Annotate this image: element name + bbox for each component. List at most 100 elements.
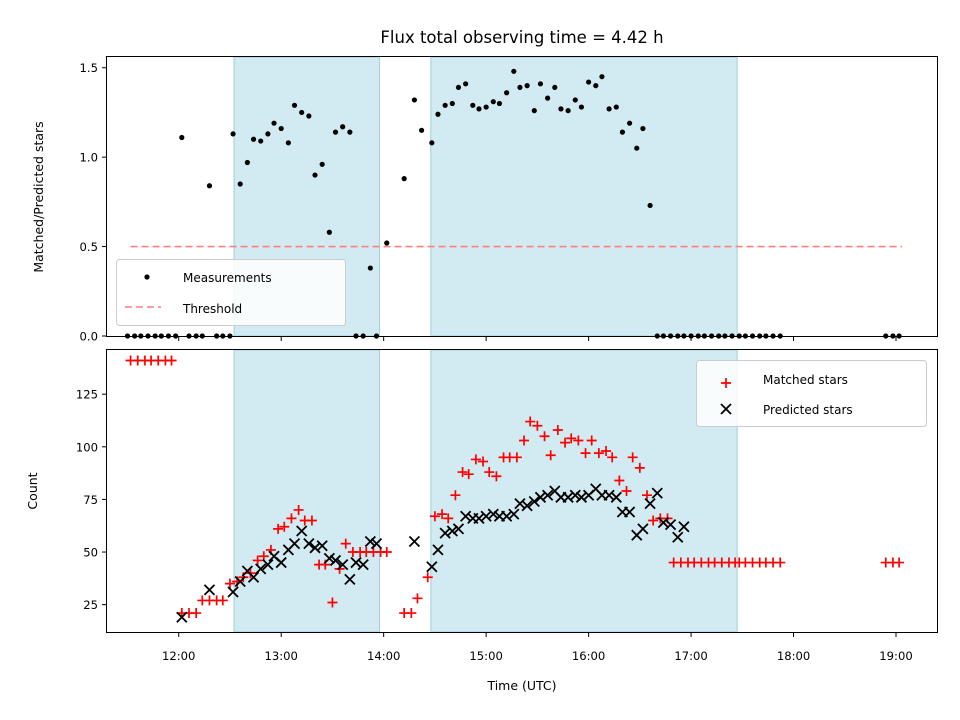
matched-star-point (775, 557, 786, 568)
measurement-point (593, 83, 599, 89)
measurement-point (483, 104, 489, 110)
predicted-star-point (508, 508, 520, 520)
matched-star-point (457, 467, 468, 478)
predicted-star-point (460, 510, 472, 522)
predicted-star-point (500, 510, 513, 522)
measurement-point (278, 125, 284, 132)
predicted-star-point (344, 573, 356, 586)
measurement-point (545, 95, 551, 101)
matched-star-point (450, 490, 461, 501)
matched-star-point (894, 557, 905, 568)
measurement-point (476, 106, 482, 112)
xtick-label-3: 15:00 (469, 649, 502, 663)
measurement-point (319, 161, 325, 167)
measurement-point (606, 106, 612, 112)
matched-star-point (429, 511, 440, 522)
ratio-panel-yticks: 0.0 0.5 1.0 1.5 (80, 61, 107, 344)
matched-star-point (634, 462, 645, 473)
measurement-point (490, 99, 496, 105)
predicted-star-point (637, 523, 649, 535)
predicted-star-point (678, 521, 690, 533)
matched-star-point (191, 608, 202, 619)
measurement-point (504, 90, 510, 96)
measurement-point (271, 120, 277, 126)
measurement-point (442, 102, 448, 108)
measurement-point (265, 131, 271, 137)
count-ytick-label-0: 25 (83, 598, 98, 612)
measurement-point (619, 129, 626, 135)
matched-star-point (642, 490, 653, 501)
measurement-point (599, 74, 605, 80)
predicted-star-point (370, 537, 383, 550)
predicted-star-point (426, 561, 438, 573)
xtick-label-5: 17:00 (674, 649, 707, 663)
count-panel: 25 50 75 100 125 12:00 13:00 14:00 15:00 16:00 17… (25, 349, 938, 663)
matched-star-point (539, 431, 550, 442)
ratio-panel-ylabel: Matched/Predicted stars (31, 121, 46, 272)
measurement-point (285, 140, 291, 146)
measurement-point (537, 81, 544, 87)
ratio-ytick-label-3: 1.5 (80, 61, 98, 75)
measurement-point (634, 145, 640, 151)
predicted-star-point (316, 540, 328, 552)
measurement-point (401, 176, 407, 182)
count-panel-frame (106, 349, 938, 633)
predicted-star-point (657, 516, 670, 529)
matched-star-point (273, 523, 284, 534)
matched-star-point (470, 454, 481, 465)
predicted-star-point (303, 537, 315, 550)
xtick-label-6: 18:00 (777, 649, 810, 663)
measurement-point (496, 100, 503, 107)
matched-star-point (580, 448, 591, 459)
measurement-point (299, 109, 305, 116)
count-ytick-label-3: 100 (76, 440, 98, 454)
measurement-point (565, 108, 571, 114)
matched-star-point (443, 513, 454, 524)
ratio-panel-shading (233, 56, 738, 337)
measurement-point (291, 102, 298, 108)
matched-star-point (217, 595, 228, 606)
matched-star-point (621, 486, 632, 496)
matched-star-point (306, 515, 317, 526)
matched-star-point (293, 504, 304, 515)
count-panel-ylabel: Count (25, 472, 40, 509)
count-panel-legend: Matched stars Predicted stars (696, 360, 927, 427)
legend-predicted-marker (720, 403, 732, 415)
predicted-star-point (623, 506, 636, 518)
ratio-panel-marks (124, 68, 903, 339)
ratio-ytick-label-1: 0.5 (80, 240, 98, 254)
predicted-star-point (521, 500, 533, 512)
matched-star-point (627, 452, 638, 463)
measurement-point (578, 104, 585, 110)
predicted-star-point (255, 563, 267, 575)
xtick-label-7: 19:00 (879, 649, 912, 663)
measurement-point (572, 97, 578, 103)
matched-star-point (437, 509, 448, 520)
predicted-star-point (644, 497, 656, 510)
predicted-star-point (227, 586, 239, 598)
matched-star-point (511, 452, 522, 463)
predicted-star-point (323, 552, 335, 564)
measurement-point (558, 106, 564, 112)
predicted-star-point (432, 544, 444, 556)
measurement-point (455, 84, 462, 91)
matched-star-point (491, 471, 502, 482)
ratio-ytick-label-2: 1.0 (80, 151, 98, 165)
predicted-star-point (651, 487, 663, 499)
measurement-point (640, 125, 646, 132)
matched-star-point (463, 469, 474, 480)
predicted-star-point (603, 489, 615, 501)
x-axis-label: Time (UTC) (486, 678, 556, 693)
predicted-star-point (262, 559, 274, 571)
matched-star-point (532, 420, 543, 431)
measurement-point (463, 81, 469, 87)
predicted-star-point (408, 535, 421, 548)
measurement-point (524, 83, 530, 89)
matched-star-point (586, 435, 597, 446)
count-panel-yticks: 25 50 75 100 125 (76, 388, 107, 612)
legend-matched-label: Matched stars (763, 373, 848, 387)
predicted-star-point (528, 495, 540, 508)
matched-star-point (224, 578, 235, 589)
predicted-star-point (562, 491, 574, 503)
